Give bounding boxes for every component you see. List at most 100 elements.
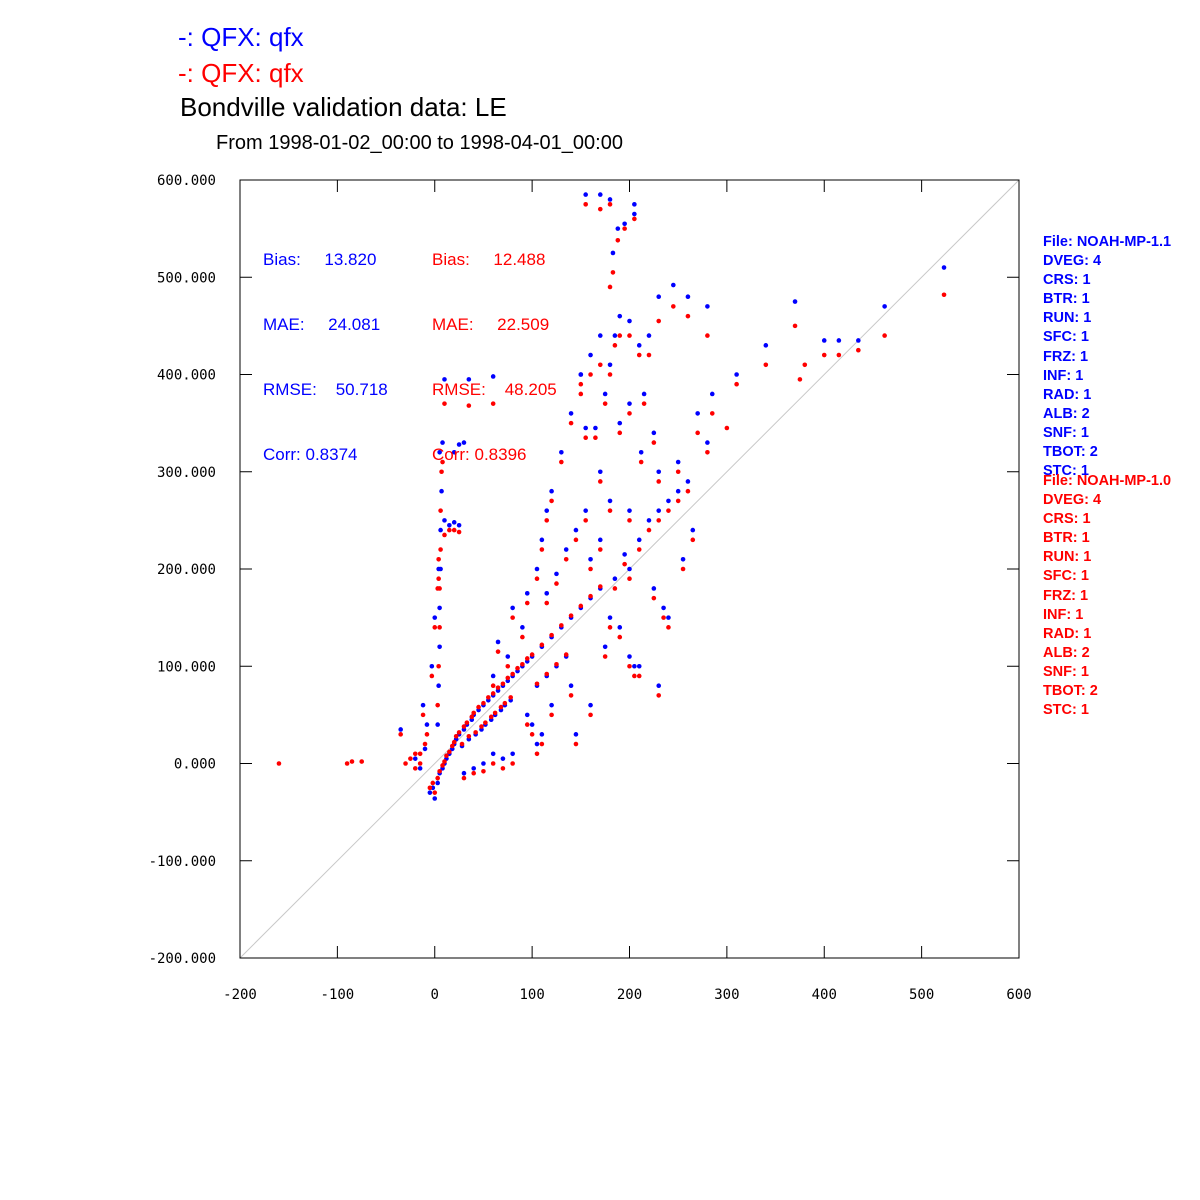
- data-point-red: [588, 712, 593, 718]
- data-point-red: [661, 615, 666, 620]
- data-point-blue: [627, 318, 632, 324]
- config-item: File: NOAH-MP-1.1: [1043, 234, 1172, 250]
- data-point-red: [573, 537, 579, 543]
- data-point-red: [479, 724, 484, 729]
- config-item: TBOT: 2: [1043, 444, 1098, 461]
- data-point-red: [539, 547, 545, 552]
- data-point-red: [554, 662, 559, 667]
- data-point-blue: [685, 294, 691, 300]
- data-point-red: [544, 671, 550, 677]
- data-point-red: [451, 739, 457, 745]
- data-point-blue: [636, 343, 642, 348]
- data-point-red: [437, 768, 442, 774]
- data-point-red: [442, 759, 447, 764]
- data-point-blue: [549, 702, 554, 708]
- data-point-blue: [646, 333, 652, 338]
- data-point-red: [612, 343, 618, 348]
- data-point-red: [524, 722, 530, 727]
- data-point-red: [563, 652, 569, 657]
- data-point-red: [436, 663, 441, 669]
- data-point-red: [882, 333, 887, 338]
- data-point-red: [607, 372, 613, 377]
- data-point-blue: [554, 571, 559, 577]
- config-item: FRZ: 1: [1043, 348, 1089, 365]
- data-point-red: [636, 352, 642, 358]
- data-point-red: [554, 581, 559, 586]
- data-point-red: [836, 352, 842, 358]
- data-point-blue: [520, 625, 525, 630]
- config-item: CRS: 1: [1043, 511, 1091, 528]
- legend-series-blue: -: QFX: qfx: [178, 22, 304, 52]
- y-tick-label: -100.000: [149, 854, 216, 870]
- data-point-red: [695, 430, 700, 436]
- stat-rmse-blue: RMSE: 50.718: [263, 379, 388, 399]
- data-point-red: [646, 352, 652, 358]
- data-point-blue: [437, 450, 442, 455]
- data-point-red: [610, 270, 616, 275]
- data-point-red: [666, 625, 671, 630]
- data-point-blue: [641, 391, 647, 397]
- data-point-red: [588, 593, 593, 599]
- data-point-blue: [836, 338, 842, 343]
- data-point-red: [588, 566, 593, 572]
- data-point-red: [429, 673, 435, 679]
- data-point-blue: [437, 605, 442, 611]
- data-point-red: [495, 649, 501, 654]
- data-point-blue: [656, 294, 662, 300]
- x-tick-label: 0: [431, 987, 439, 1003]
- data-point-red: [422, 741, 428, 747]
- data-point-red: [444, 753, 449, 759]
- data-point-red: [510, 671, 515, 677]
- data-point-blue: [705, 440, 710, 445]
- data-point-red: [430, 780, 436, 786]
- data-point-red: [417, 761, 423, 766]
- data-point-red: [597, 206, 603, 212]
- data-point-red: [685, 313, 691, 319]
- data-point-blue: [622, 552, 627, 557]
- data-point-blue: [442, 518, 447, 523]
- config-item: SFC: 1: [1043, 568, 1089, 585]
- config-item: SNF: 1: [1043, 424, 1089, 441]
- data-point-red: [439, 469, 444, 475]
- y-tick-label: 600.000: [157, 173, 216, 189]
- chart-title: Bondville validation data: LE: [180, 92, 507, 122]
- data-point-red: [568, 693, 574, 698]
- data-point-red: [490, 683, 496, 688]
- stat-corr-red: Corr: 0.8396: [432, 444, 527, 464]
- y-tick-label: 400.000: [157, 368, 216, 384]
- config-list-red: File: NOAH-MP-1.0 DVEG: 4 CRS: 1 BTR: 1 …: [1043, 472, 1171, 720]
- data-point-blue: [615, 226, 621, 231]
- config-list-blue: File: NOAH-MP-1.1 DVEG: 4 CRS: 1 BTR: 1 …: [1043, 233, 1171, 481]
- data-point-red: [510, 615, 515, 620]
- data-point-red: [709, 411, 715, 416]
- data-point-blue: [490, 751, 496, 757]
- data-point-blue: [607, 362, 613, 368]
- data-point-blue: [588, 556, 593, 562]
- data-point-blue: [656, 469, 662, 475]
- data-point-blue: [427, 790, 433, 795]
- data-point-blue: [529, 722, 535, 727]
- data-point-blue: [490, 374, 496, 379]
- data-point-blue: [495, 639, 501, 645]
- data-point-red: [486, 695, 491, 700]
- data-point-blue: [544, 508, 550, 513]
- data-point-blue: [481, 761, 486, 766]
- data-point-red: [447, 749, 452, 755]
- data-point-blue: [612, 333, 618, 338]
- data-point-red: [453, 733, 459, 739]
- data-point-red: [435, 775, 440, 781]
- data-point-blue: [451, 520, 457, 525]
- data-point-red: [505, 663, 511, 669]
- data-point-blue: [638, 450, 644, 455]
- data-point-red: [675, 498, 681, 504]
- data-point-red: [627, 663, 632, 669]
- stat-rmse-red: RMSE: 48.205: [432, 379, 557, 399]
- data-point-red: [763, 362, 769, 368]
- data-point-red: [792, 323, 798, 329]
- data-point-blue: [524, 591, 530, 596]
- data-point-red: [602, 401, 608, 406]
- data-point-red: [408, 756, 413, 761]
- data-point-red: [473, 730, 478, 735]
- data-point-blue: [632, 663, 637, 669]
- data-point-red: [615, 237, 621, 243]
